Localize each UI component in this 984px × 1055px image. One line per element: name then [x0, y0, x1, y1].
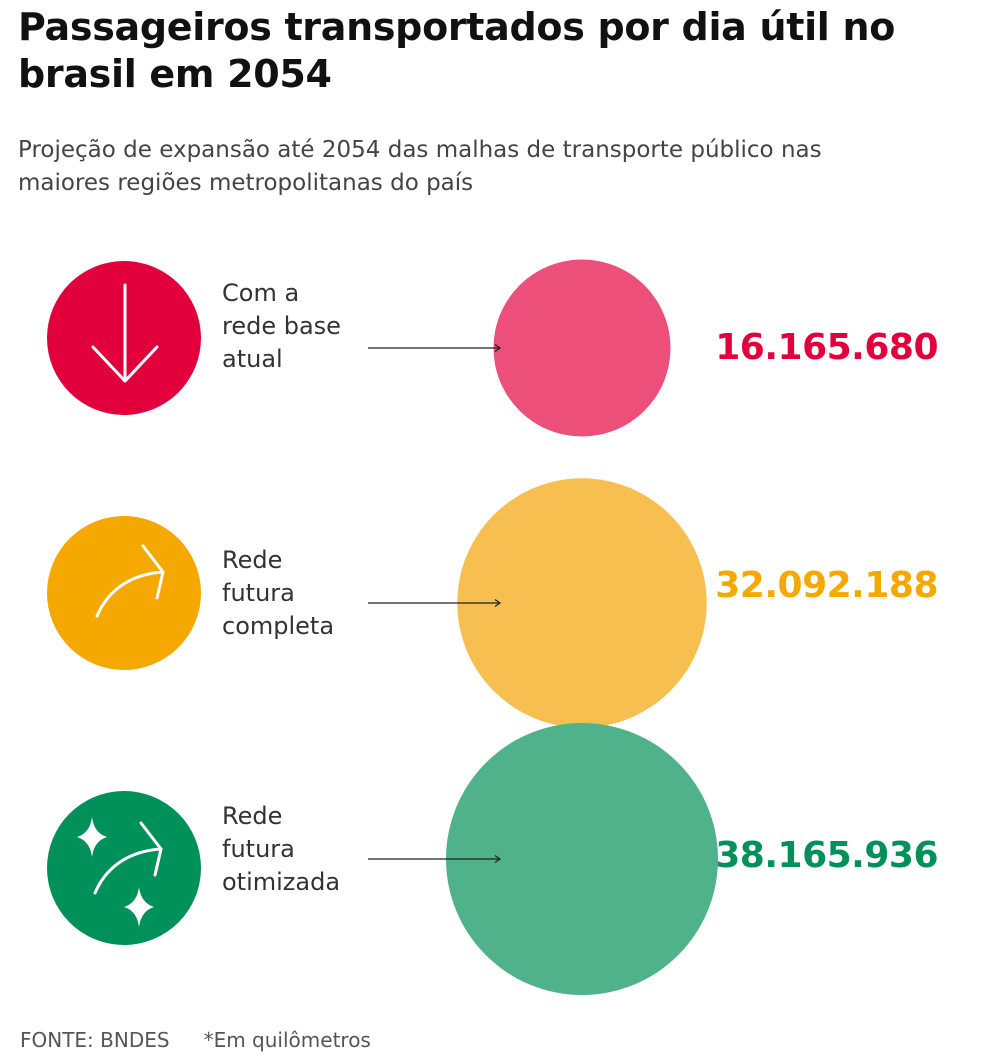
value-label: 32.092.188	[715, 565, 938, 606]
row-label-line: atual	[222, 345, 283, 373]
source-label: FONTE: BNDES	[20, 1028, 170, 1052]
leader-arrow-head	[494, 344, 502, 352]
row-label-line: futura	[222, 579, 295, 607]
bubble	[457, 478, 707, 728]
row-label: Rede futura otimizada	[222, 800, 372, 899]
arrow-down-icon	[47, 261, 201, 415]
page-subtitle: Projeção de expansão até 2054 das malhas…	[18, 137, 822, 196]
sparkle-arrow-icon	[47, 791, 201, 945]
value-label: 38.165.936	[715, 835, 938, 876]
footer: FONTE: BNDES *Em quilômetros	[20, 1026, 371, 1054]
footnote: *Em quilômetros	[203, 1028, 371, 1052]
page-title: Passageiros transportados por dia útil n…	[18, 5, 896, 96]
row-label-line: completa	[222, 612, 335, 640]
bubble	[493, 259, 671, 437]
row-label-line: Com a	[222, 279, 300, 307]
row-label-line: otimizada	[222, 868, 341, 896]
arrow-curve-up-icon	[47, 516, 201, 670]
row-label-line: rede base	[222, 312, 341, 340]
value-label: 16.165.680	[715, 327, 938, 368]
row-label-line: Rede	[222, 546, 283, 574]
row-label: Com a rede base atual	[222, 277, 372, 376]
row-label-line: futura	[222, 835, 295, 863]
row-label: Rede futura completa	[222, 544, 372, 643]
row-label-line: Rede	[222, 802, 283, 830]
leader-arrow-head	[494, 855, 502, 863]
bubble	[446, 723, 718, 995]
leader-arrow-head	[494, 599, 502, 607]
